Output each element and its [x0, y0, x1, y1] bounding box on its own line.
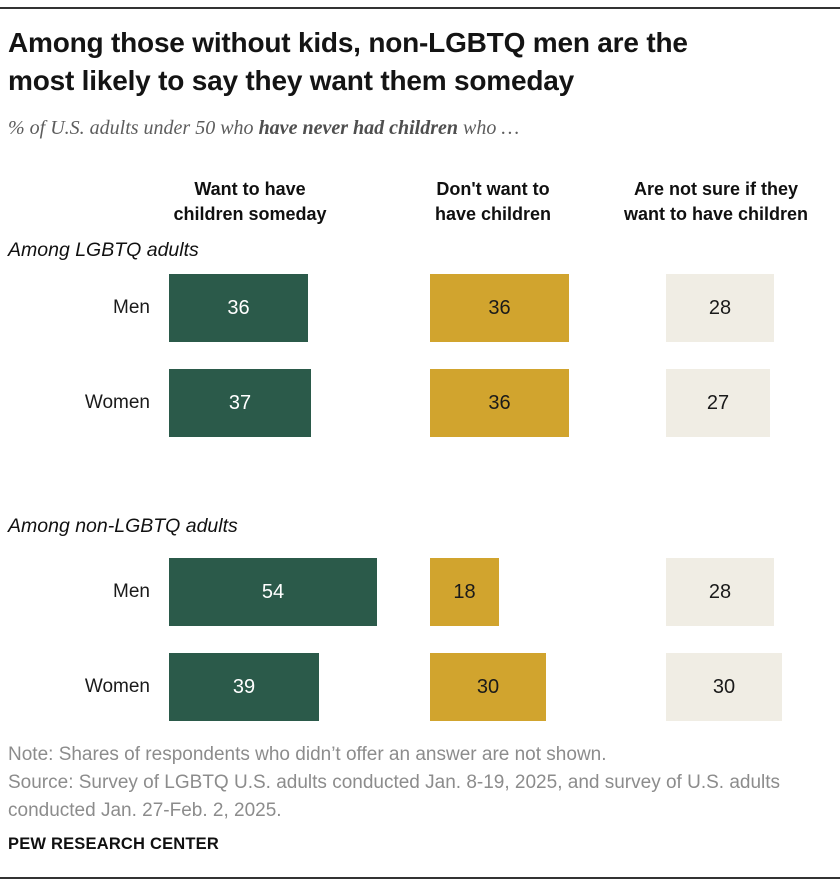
- pew-research-center-wordmark: PEW RESEARCH CENTER: [8, 835, 219, 853]
- row-label: Women: [84, 392, 150, 413]
- row-label: Men: [113, 297, 150, 318]
- chart-subtitle: % of U.S. adults under 50 who have never…: [8, 117, 808, 140]
- column-header-line: Don't want to: [436, 179, 550, 199]
- column-header-line: have children: [434, 204, 552, 224]
- row-label: Men: [113, 581, 150, 602]
- page-title: Among those without kids, non-LGBTQ men …: [8, 24, 808, 100]
- bar-row-non-lgbtq-women: Women 39 30 30: [0, 653, 840, 721]
- page-title-line-2: most likely to say they want them someda…: [8, 65, 574, 96]
- source-line-1: Source: Survey of LGBTQ U.S. adults cond…: [8, 772, 781, 793]
- subtitle-emphasis: have never had children: [258, 117, 458, 139]
- bar-lgbtq-men-dont-want: 36: [430, 274, 569, 342]
- column-header-dont-want-children: Don't want to have children: [368, 177, 618, 227]
- group-label-lgbtq: Among LGBTQ adults: [8, 239, 199, 261]
- source-line-2: conducted Jan. 27-Feb. 2, 2025.: [8, 800, 282, 821]
- bar-lgbtq-men-not-sure: 28: [666, 274, 774, 342]
- bar-non-lgbtq-men-want: 54: [169, 558, 377, 626]
- bar-non-lgbtq-women-want: 39: [169, 653, 319, 721]
- column-header-not-sure: Are not sure if they want to have childr…: [576, 177, 840, 227]
- top-divider: [0, 7, 840, 9]
- subtitle-prefix: % of U.S. adults under 50 who: [8, 117, 259, 139]
- bar-lgbtq-women-want: 37: [169, 369, 311, 437]
- row-label: Women: [84, 676, 150, 697]
- column-header-line: want to have children: [623, 204, 809, 224]
- bar-non-lgbtq-men-dont-want: 18: [430, 558, 499, 626]
- subtitle-suffix: who …: [458, 117, 520, 139]
- bar-non-lgbtq-women-not-sure: 30: [666, 653, 782, 721]
- column-header-line: children someday: [173, 204, 327, 224]
- column-header-line: Want to have: [194, 179, 306, 199]
- bar-lgbtq-women-not-sure: 27: [666, 369, 770, 437]
- note-line: Note: Shares of respondents who didn’t o…: [8, 744, 607, 765]
- bottom-divider: [0, 877, 840, 879]
- bar-lgbtq-women-dont-want: 36: [430, 369, 569, 437]
- bar-non-lgbtq-men-not-sure: 28: [666, 558, 774, 626]
- bar-lgbtq-men-want: 36: [169, 274, 308, 342]
- group-label-non-lgbtq: Among non-LGBTQ adults: [8, 515, 238, 537]
- bar-non-lgbtq-women-dont-want: 30: [430, 653, 546, 721]
- bar-row-lgbtq-men: Men 36 36 28: [0, 274, 840, 342]
- column-header-want-children: Want to have children someday: [95, 177, 405, 227]
- column-header-line: Are not sure if they: [633, 179, 799, 199]
- bar-row-non-lgbtq-men: Men 54 18 28: [0, 558, 840, 626]
- page-title-line-1: Among those without kids, non-LGBTQ men …: [8, 27, 688, 58]
- footer-notes: Note: Shares of respondents who didn’t o…: [8, 741, 830, 825]
- bar-row-lgbtq-women: Women 37 36 27: [0, 369, 840, 437]
